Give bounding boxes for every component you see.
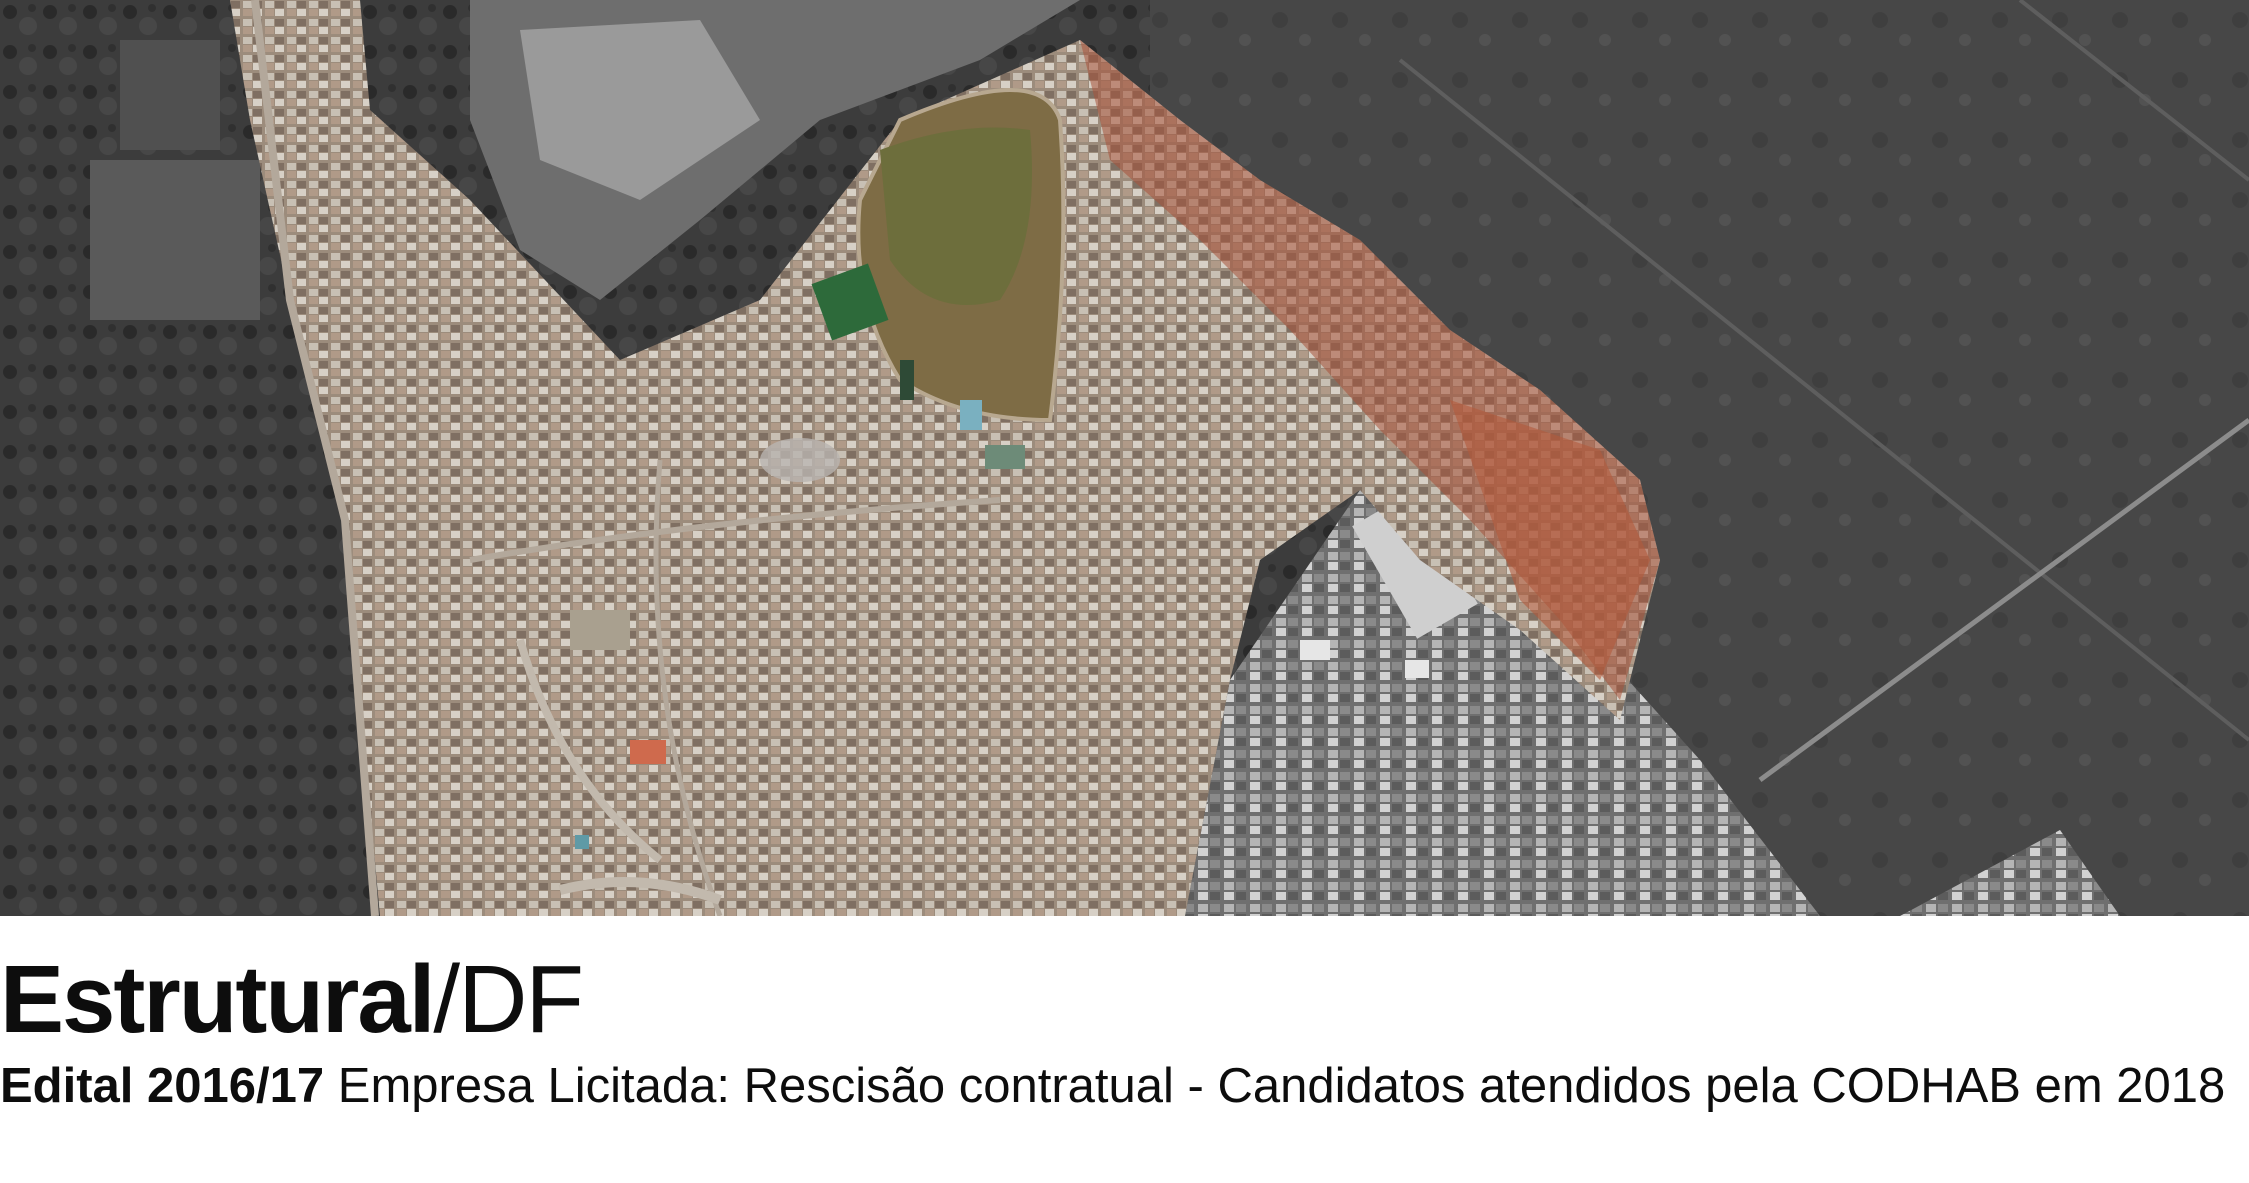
caption: Estrutural/DF Edital 2016/17 Empresa Lic… — [0, 950, 2249, 1116]
map-subtitle: Edital 2016/17 Empresa Licitada: Rescisã… — [0, 1056, 2249, 1116]
satellite-map — [0, 0, 2249, 916]
state-name: DF — [458, 946, 584, 1053]
place-name: Estrutural — [0, 946, 435, 1053]
subtitle-description: Empresa Licitada: Rescisão contratual - … — [337, 1059, 2226, 1113]
title-separator: / — [433, 946, 460, 1053]
edital-label: Edital 2016/17 — [0, 1059, 325, 1113]
map-title: Estrutural/DF — [0, 950, 2249, 1050]
